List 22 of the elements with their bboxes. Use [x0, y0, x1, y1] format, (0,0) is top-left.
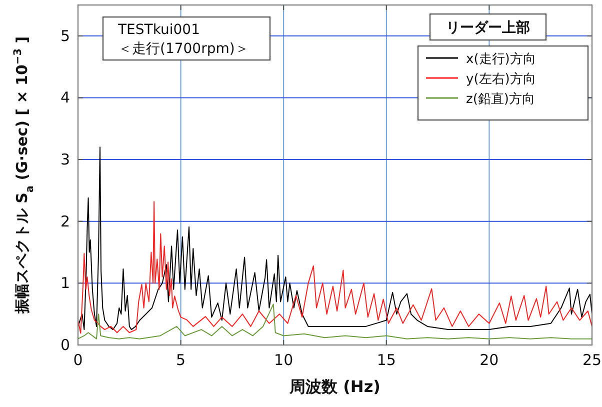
annotation: ＜走行(1700rpm)＞ [118, 41, 249, 57]
x-axis-title: 周波数 (Hz) [288, 377, 380, 396]
x-tick-label: 15 [376, 351, 396, 369]
x-tick-label: 5 [176, 351, 186, 369]
legend-label: y(左右)方向 [466, 71, 536, 87]
legend-label: z(鉛直)方向 [466, 91, 535, 107]
y-tick-label: 1 [60, 274, 70, 292]
x-tick-label: 10 [274, 351, 294, 369]
y-tick-label: 3 [60, 150, 70, 169]
y-tick-label: 4 [60, 88, 70, 107]
annotation: TESTkui001 [117, 22, 200, 38]
y-tick-label: 0 [60, 336, 70, 354]
y-tick-label: 2 [60, 212, 70, 230]
x-tick-label: 25 [582, 351, 602, 369]
line-series [78, 201, 592, 334]
legend-title: リーダー上部 [446, 19, 530, 36]
y-tick-label: 5 [60, 26, 70, 45]
legend-label: x(走行)方向 [466, 51, 536, 67]
x-tick-label: 20 [480, 351, 499, 369]
x-tick-label: 0 [73, 351, 83, 369]
line-series [78, 146, 592, 330]
line-series [78, 304, 592, 340]
